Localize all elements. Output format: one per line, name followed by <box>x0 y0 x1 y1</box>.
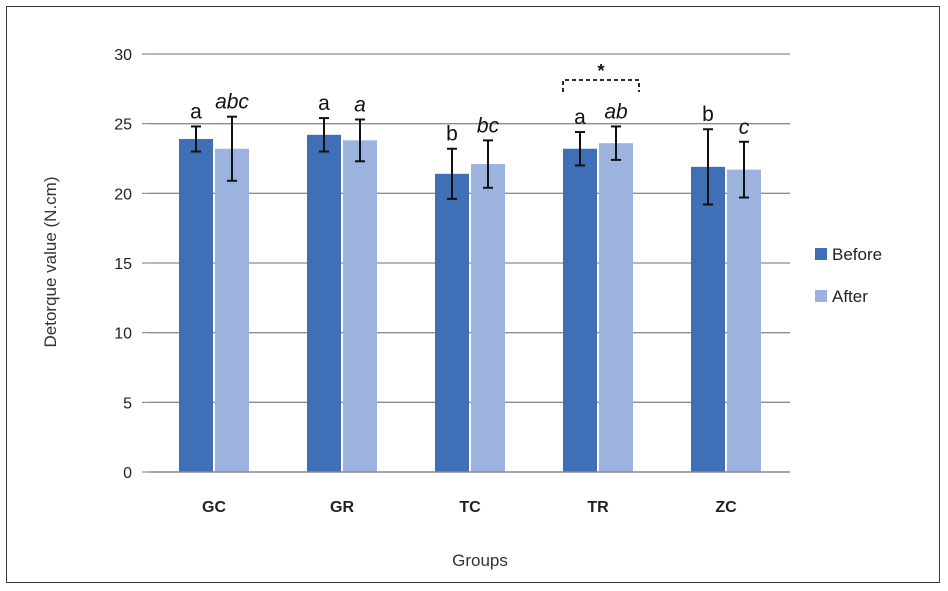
significance-bracket: * <box>562 61 640 92</box>
significance-letter: a <box>354 93 366 116</box>
bar-after <box>727 169 761 472</box>
bar-before <box>179 138 213 472</box>
y-tick-label: 5 <box>123 395 132 412</box>
significance-letter: bc <box>477 114 500 137</box>
x-axis-title: Groups <box>452 551 508 570</box>
error-bars <box>191 115 749 206</box>
bar-before <box>435 173 469 472</box>
legend-label-after: After <box>832 287 868 306</box>
legend-swatch-after <box>815 290 827 302</box>
bar-after <box>599 143 633 472</box>
significance-letter: b <box>446 123 458 146</box>
bar-before <box>691 166 725 473</box>
significance-letter: b <box>702 103 714 126</box>
significance-letter: a <box>190 100 202 123</box>
category-label: ZC <box>715 499 737 516</box>
y-axis-ticks: 0 5 10 15 20 25 30 <box>114 47 132 482</box>
x-axis-categories: GC GR TC TR ZC <box>202 499 737 516</box>
significance-letter: ab <box>604 100 628 123</box>
bar-after <box>471 164 505 472</box>
category-label: GR <box>330 499 354 516</box>
bar-after <box>215 148 249 472</box>
category-label: GC <box>202 499 226 516</box>
y-tick-label: 15 <box>114 256 132 273</box>
category-label: TC <box>459 499 481 516</box>
significance-letter: a <box>318 92 330 115</box>
gridlines <box>142 53 790 473</box>
legend-swatch-before <box>815 248 827 260</box>
bar-before <box>307 134 341 472</box>
significance-star: * <box>597 61 604 81</box>
y-axis-title: Detorque value (N.cm) <box>41 176 60 347</box>
bar-before <box>563 148 597 472</box>
legend: Before After <box>815 245 882 306</box>
significance-letter: abc <box>215 91 249 114</box>
bars <box>179 134 761 473</box>
legend-label-before: Before <box>832 245 882 264</box>
significance-letter: a <box>574 106 586 129</box>
category-label: TR <box>587 499 609 516</box>
annotations: a abc a ab bc a ab*bc <box>190 61 750 146</box>
bar-after <box>343 140 377 473</box>
y-tick-label: 0 <box>123 465 132 482</box>
y-tick-label: 25 <box>114 117 132 134</box>
bracket-line <box>562 79 640 92</box>
y-tick-label: 20 <box>114 186 132 203</box>
significance-letter: c <box>739 116 750 139</box>
y-tick-label: 10 <box>114 326 132 343</box>
y-tick-label: 30 <box>114 47 132 64</box>
